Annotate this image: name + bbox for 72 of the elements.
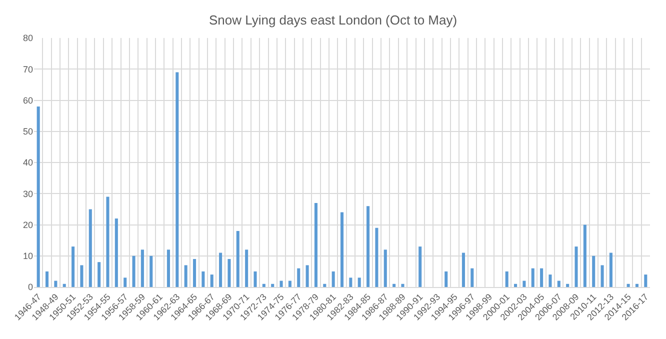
bar	[401, 284, 404, 287]
bar	[106, 196, 110, 287]
bar	[548, 274, 552, 287]
bar	[88, 209, 92, 287]
bar	[444, 271, 448, 287]
bar	[192, 258, 196, 287]
y-tick-label: 70	[22, 64, 33, 74]
bar	[600, 265, 604, 287]
bar	[609, 252, 612, 287]
bar	[297, 268, 300, 287]
y-tick-label: 20	[22, 220, 33, 230]
bar	[132, 256, 136, 287]
bar	[540, 268, 544, 287]
bar	[557, 280, 560, 287]
bar	[340, 212, 344, 287]
bar	[514, 284, 518, 287]
bar	[271, 284, 274, 287]
y-tick-label: 0	[28, 282, 33, 292]
bar	[176, 72, 179, 287]
bar	[245, 250, 248, 287]
bar	[228, 258, 231, 287]
bar	[210, 274, 214, 287]
y-tick-label: 10	[22, 251, 33, 262]
bar	[332, 271, 335, 287]
bar	[288, 280, 292, 287]
bar	[314, 202, 318, 287]
bar	[635, 284, 638, 287]
bar	[375, 228, 378, 287]
bar	[574, 246, 578, 287]
bar	[626, 284, 630, 287]
bar	[384, 250, 387, 287]
bar	[219, 252, 222, 287]
bar	[72, 246, 75, 287]
bar	[280, 280, 283, 287]
bar	[522, 280, 526, 287]
y-tick-label: 40	[22, 158, 33, 168]
bar	[124, 278, 127, 287]
bar	[306, 265, 309, 287]
bar	[583, 224, 586, 287]
y-tick-label: 80	[22, 33, 33, 44]
bar	[114, 218, 118, 287]
bar	[62, 284, 66, 287]
chart-title: Snow Lying days east London (Oct to May)	[208, 12, 458, 28]
bar	[366, 206, 370, 287]
bar	[140, 250, 144, 287]
y-tick-label: 50	[22, 126, 33, 137]
bar	[531, 268, 534, 287]
bar	[36, 106, 40, 287]
bar	[470, 268, 474, 287]
bar	[46, 271, 49, 287]
bar	[392, 284, 396, 287]
bar	[349, 278, 352, 287]
bar	[184, 265, 188, 287]
bar	[505, 271, 508, 287]
bar	[54, 280, 58, 287]
bar	[644, 274, 648, 287]
bar	[418, 246, 422, 287]
bar	[236, 230, 240, 287]
bar	[566, 284, 570, 287]
bar	[166, 250, 170, 287]
bar	[262, 284, 266, 287]
bar	[80, 265, 84, 287]
y-tick-label: 60	[22, 95, 33, 106]
bar	[202, 271, 205, 287]
bar	[358, 278, 361, 287]
bar	[462, 252, 465, 287]
bar	[592, 256, 596, 287]
bar	[150, 256, 153, 287]
bar	[98, 262, 101, 287]
bar	[254, 271, 257, 287]
bar	[323, 284, 326, 287]
y-tick-label: 30	[22, 188, 33, 199]
